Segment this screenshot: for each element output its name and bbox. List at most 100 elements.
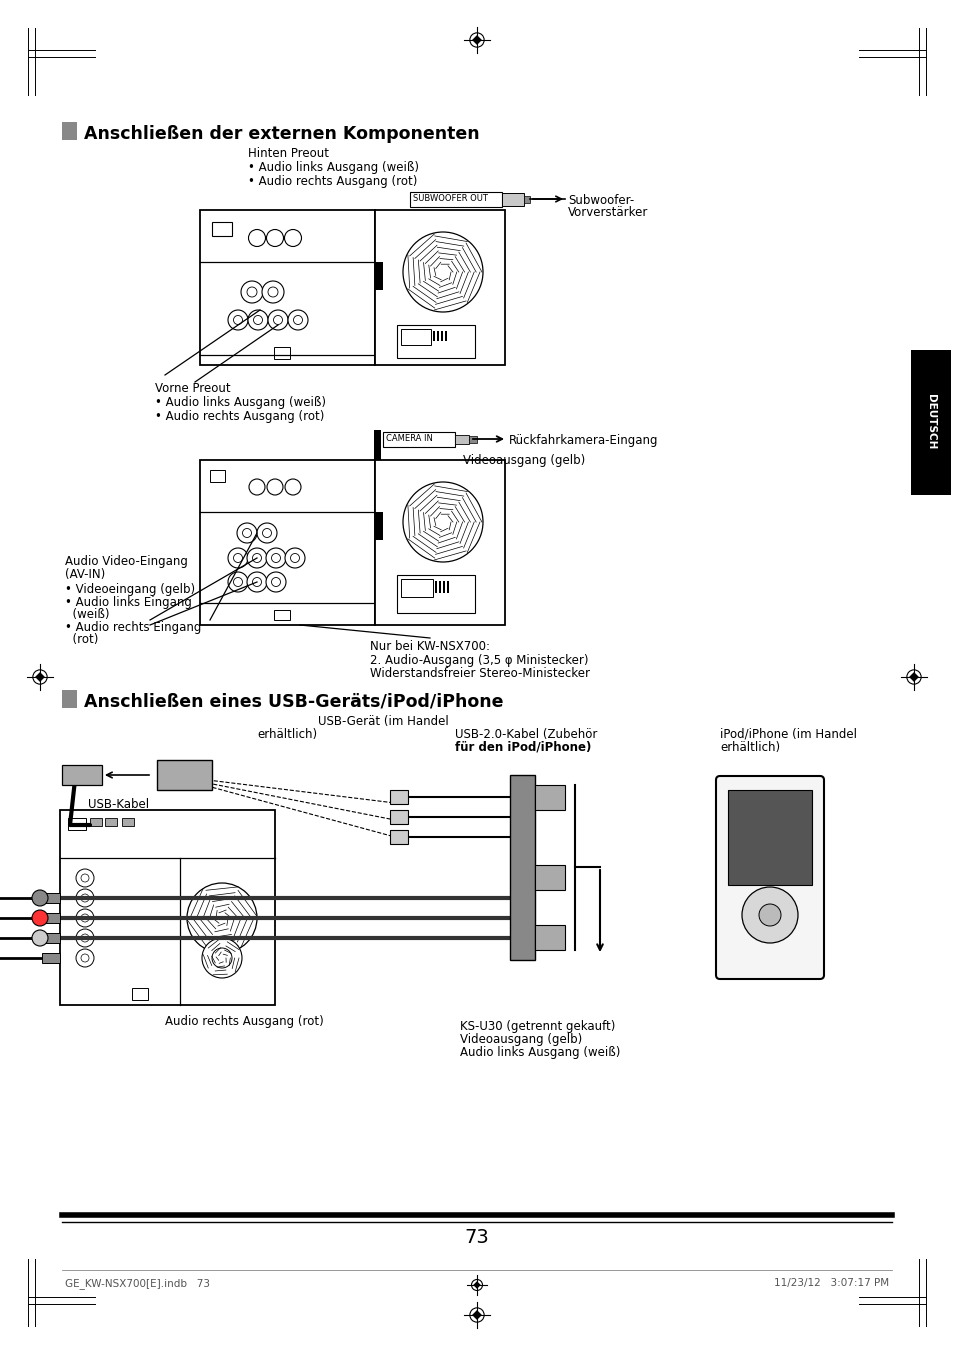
Circle shape [212,948,232,968]
Circle shape [187,883,256,953]
Circle shape [247,571,267,592]
Circle shape [253,315,262,325]
Circle shape [266,229,283,246]
Text: Audio Video-Eingang: Audio Video-Eingang [65,555,188,567]
Bar [200,355,375,366]
Circle shape [233,554,242,562]
Text: KS-U30 (getrennt gekauft): KS-U30 (getrennt gekauft) [459,1020,615,1033]
Circle shape [262,528,272,538]
Circle shape [262,282,284,303]
Text: erhältlich): erhältlich) [720,741,780,754]
Bar [436,330,438,341]
Text: (rot): (rot) [65,634,98,646]
Circle shape [236,523,256,543]
Circle shape [32,910,48,926]
Bar [42,953,60,963]
Text: Videoausgang (gelb): Videoausgang (gelb) [462,454,584,467]
Bar [375,210,504,366]
Circle shape [402,482,482,562]
Circle shape [249,479,265,496]
Circle shape [268,287,277,297]
Bar [438,581,440,593]
Text: Widerstandsfreier Stereo-Ministecker: Widerstandsfreier Stereo-Ministecker [370,668,589,680]
Text: Rückfahrkamera-Eingang: Rückfahrkamera-Eingang [509,435,658,447]
Circle shape [76,929,94,946]
Circle shape [248,229,265,246]
Bar [501,194,523,206]
Bar [390,830,408,844]
Text: (weiß): (weiß) [65,608,110,621]
Text: SUBWOOFER OUT: SUBWOOFER OUT [413,194,487,203]
Circle shape [81,894,89,902]
Circle shape [32,890,48,906]
Circle shape [233,578,242,586]
Text: GE_KW-NSX700[E].indb   73: GE_KW-NSX700[E].indb 73 [65,1278,210,1289]
Bar [727,789,811,886]
Circle shape [242,528,252,538]
Text: CAMERA IN: CAMERA IN [386,435,433,443]
Circle shape [247,287,256,297]
Text: Nur bei KW-NSX700:: Nur bei KW-NSX700: [370,640,490,653]
Bar [400,329,431,345]
Text: USB-2.0-Kabel (Zubehör: USB-2.0-Kabel (Zubehör [455,728,597,741]
Bar [42,913,60,923]
Text: • Audio links Ausgang (weiß): • Audio links Ausgang (weiß) [154,395,326,409]
Bar [400,580,433,597]
Bar [226,523,306,547]
Circle shape [274,315,282,325]
Text: DEUTSCH: DEUTSCH [925,394,935,450]
Bar [375,263,382,290]
Text: • Audio links Eingang: • Audio links Eingang [65,596,192,609]
Text: Vorne Preout: Vorne Preout [154,382,231,395]
Circle shape [76,869,94,887]
Bar [410,192,501,207]
Text: Audio links Ausgang (weiß): Audio links Ausgang (weiß) [459,1047,619,1059]
Circle shape [228,548,248,567]
Circle shape [233,315,242,325]
Text: • Audio rechts Eingang: • Audio rechts Eingang [65,621,201,634]
Polygon shape [908,672,918,682]
Bar [374,431,380,460]
Bar [132,988,148,1001]
Circle shape [266,571,286,592]
Bar [447,581,449,593]
Text: (AV-IN): (AV-IN) [65,567,105,581]
Circle shape [291,554,299,562]
Bar [375,460,504,626]
Text: Hinten Preout: Hinten Preout [248,148,329,160]
Polygon shape [472,35,481,45]
Circle shape [284,229,301,246]
Circle shape [288,310,308,330]
Text: Subwoofer-: Subwoofer- [567,194,634,207]
Bar [212,222,232,236]
Circle shape [268,310,288,330]
Circle shape [81,873,89,881]
Circle shape [247,548,267,567]
Circle shape [759,904,781,926]
Bar [390,789,408,804]
Bar [200,210,375,366]
Circle shape [272,554,280,562]
Text: • Audio rechts Ausgang (rot): • Audio rechts Ausgang (rot) [154,410,324,422]
Circle shape [248,310,268,330]
Text: USB-Kabel: USB-Kabel [88,798,149,811]
Text: USB-Gerät (im Handel: USB-Gerät (im Handel [317,715,448,728]
Circle shape [76,890,94,907]
Text: Anschließen der externen Komponenten: Anschließen der externen Komponenten [84,125,479,144]
Circle shape [202,938,242,978]
Bar [62,691,77,708]
Bar [396,325,475,357]
Bar [390,810,408,825]
Bar [226,547,308,592]
Circle shape [741,887,797,942]
Bar [62,122,77,139]
Text: • Videoeingang (gelb): • Videoeingang (gelb) [65,584,195,596]
Bar [90,818,102,826]
Circle shape [267,479,283,496]
Bar [382,432,455,447]
Circle shape [285,548,305,567]
Text: • Audio rechts Ausgang (rot): • Audio rechts Ausgang (rot) [248,175,417,188]
Circle shape [294,315,302,325]
Circle shape [81,914,89,922]
Circle shape [272,578,280,586]
